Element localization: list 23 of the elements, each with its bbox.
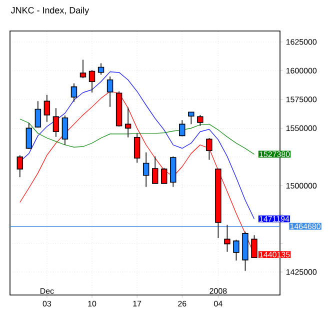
candlestick [224,224,230,252]
candlestick [98,62,104,76]
candlestick [80,59,86,79]
candlestick [188,112,194,125]
candlestick [179,120,186,137]
candlestick [106,76,114,108]
candlestick [134,132,140,164]
candlestick [124,107,132,138]
candlestick [70,82,78,102]
candlestick [52,108,60,138]
candlestick [152,156,158,184]
candlestick [233,239,240,261]
candlestick [26,122,32,150]
candlestick [34,100,42,128]
candlestick [197,114,204,126]
candlestick [44,94,50,122]
chart-title: JNKC - Index, Daily [10,6,90,16]
candlestick [62,115,68,146]
candlestick [88,70,96,93]
candlestick [206,138,212,160]
candlestick [161,167,168,184]
candlestick [142,152,150,188]
candlestick [16,154,24,178]
